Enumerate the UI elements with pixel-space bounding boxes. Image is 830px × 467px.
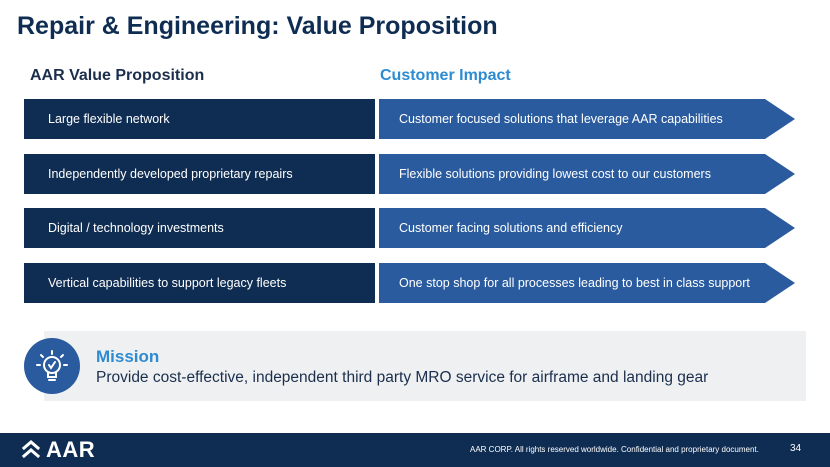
proposition-row: Vertical capabilities to support legacy … (24, 263, 796, 303)
proposition-box: Large flexible network (24, 99, 375, 139)
proposition-text: Independently developed proprietary repa… (48, 167, 293, 181)
lightbulb-icon (36, 350, 68, 381)
impact-arrow (379, 208, 795, 248)
footer-bar (0, 433, 830, 467)
impact-arrow (379, 99, 795, 139)
mission-statement: Provide cost-effective, independent thir… (96, 369, 709, 386)
mission-title: Mission (96, 347, 160, 366)
aar-logo-mark-icon (21, 440, 41, 459)
impact-text: Customer focused solutions that leverage… (399, 112, 723, 126)
impact-text: Flexible solutions providing lowest cost… (399, 167, 711, 181)
mission-icon-circle (24, 338, 80, 394)
row-divider (376, 154, 379, 194)
aar-logo: AAR (20, 437, 95, 463)
customer-impact-heading: Customer Impact (380, 67, 511, 84)
impact-arrow (379, 263, 795, 303)
value-proposition-heading: AAR Value Proposition (30, 67, 205, 84)
proposition-row: Independently developed proprietary repa… (24, 154, 796, 194)
row-divider (376, 263, 379, 303)
mission-panel (44, 331, 806, 401)
proposition-text: Digital / technology investments (48, 221, 224, 235)
proposition-text: Vertical capabilities to support legacy … (48, 276, 287, 290)
slide-title: Repair & Engineering: Value Proposition (17, 12, 498, 40)
proposition-row: Digital / technology investments Custome… (24, 208, 796, 248)
proposition-box: Digital / technology investments (24, 208, 375, 248)
row-divider (376, 208, 379, 248)
impact-arrow (379, 154, 795, 194)
page-number: 34 (790, 443, 802, 454)
impact-text: One stop shop for all processes leading … (399, 276, 750, 290)
logo-text: AAR (46, 437, 96, 462)
proposition-row: Large flexible network Customer focused … (24, 99, 796, 139)
proposition-box: Vertical capabilities to support legacy … (24, 263, 375, 303)
impact-text: Customer facing solutions and efficiency (399, 221, 623, 235)
proposition-box: Independently developed proprietary repa… (24, 154, 375, 194)
proposition-text: Large flexible network (48, 112, 170, 126)
confidentiality-note: AAR CORP. All rights reserved worldwide.… (470, 445, 759, 454)
row-divider (376, 99, 379, 139)
